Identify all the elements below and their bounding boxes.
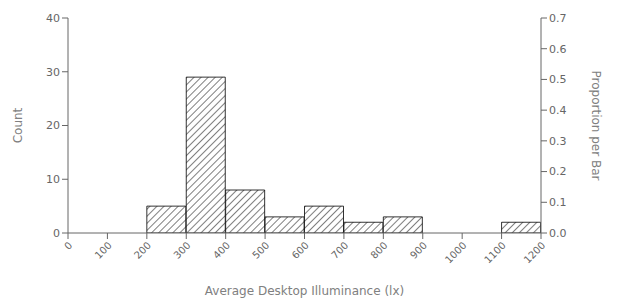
svg-text:0: 0 (62, 240, 74, 252)
svg-text:20: 20 (46, 119, 60, 132)
svg-text:0.6: 0.6 (549, 43, 567, 56)
svg-text:300: 300 (171, 240, 192, 261)
svg-text:30: 30 (46, 66, 60, 79)
svg-text:1100: 1100 (482, 240, 508, 266)
svg-text:600: 600 (290, 240, 311, 261)
svg-text:0.2: 0.2 (549, 165, 567, 178)
svg-text:0: 0 (53, 227, 60, 240)
svg-text:0.5: 0.5 (549, 73, 567, 86)
svg-text:100: 100 (93, 240, 114, 261)
svg-text:10: 10 (46, 173, 60, 186)
svg-text:700: 700 (329, 240, 350, 261)
svg-text:1000: 1000 (443, 240, 469, 266)
svg-text:0.0: 0.0 (549, 227, 567, 240)
svg-text:0.7: 0.7 (549, 12, 567, 25)
svg-text:0.1: 0.1 (549, 196, 567, 209)
svg-text:500: 500 (250, 240, 271, 261)
svg-text:0.3: 0.3 (549, 135, 567, 148)
svg-text:200: 200 (132, 240, 153, 261)
svg-text:Count: Count (11, 107, 25, 143)
svg-text:1200: 1200 (522, 240, 548, 266)
svg-text:Proportion per Bar: Proportion per Bar (589, 71, 603, 181)
svg-text:40: 40 (46, 12, 60, 25)
svg-text:400: 400 (211, 240, 232, 261)
svg-text:800: 800 (368, 240, 389, 261)
svg-text:Average Desktop Illuminance (l: Average Desktop Illuminance (lx) (205, 284, 404, 298)
svg-text:0.4: 0.4 (549, 104, 567, 117)
svg-text:900: 900 (408, 240, 429, 261)
